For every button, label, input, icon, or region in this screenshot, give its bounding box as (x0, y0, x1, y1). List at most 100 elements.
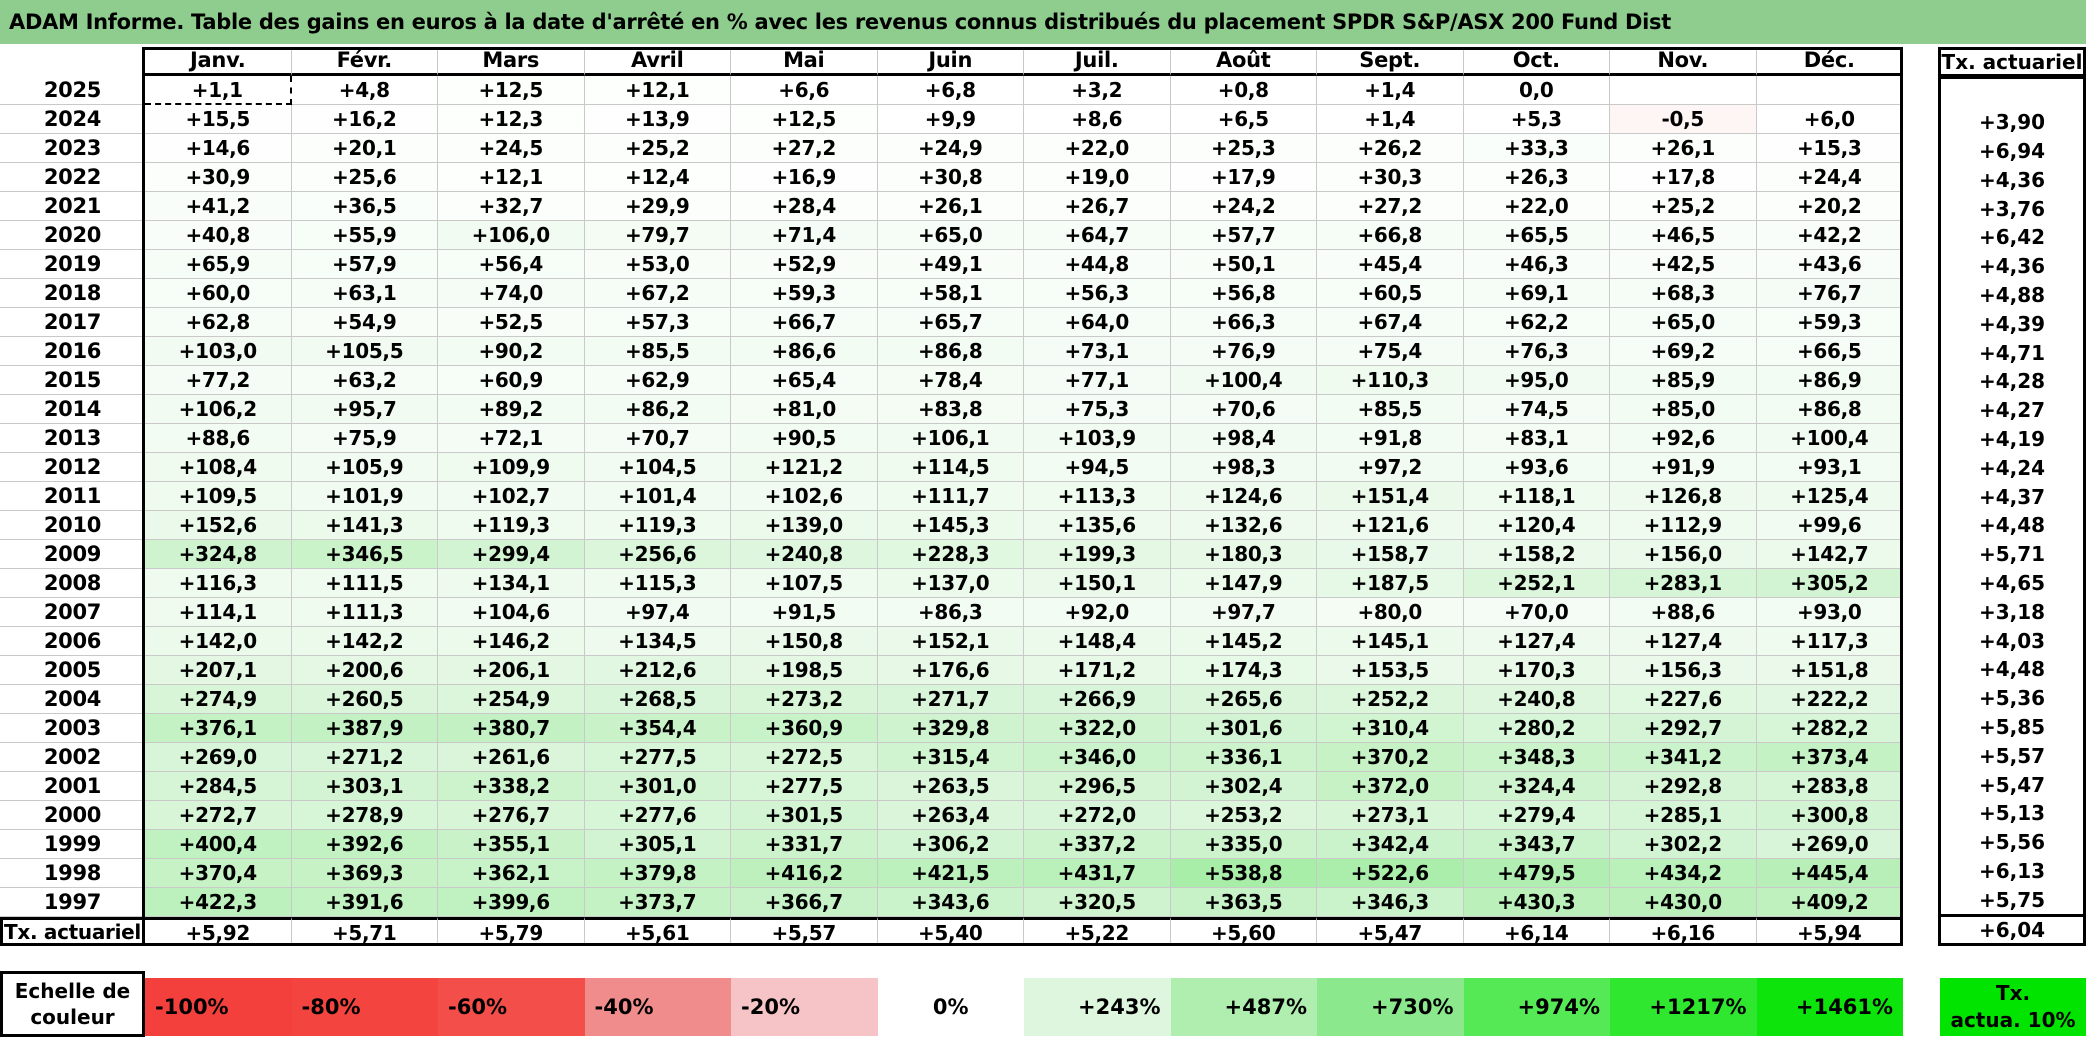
table-cell[interactable]: +346,5 (291, 540, 438, 569)
table-cell[interactable]: +331,7 (731, 830, 878, 859)
table-cell[interactable]: +12,1 (438, 163, 585, 192)
table-cell[interactable] (1756, 76, 1903, 105)
table-cell[interactable]: +362,1 (438, 859, 585, 888)
table-cell[interactable]: +102,6 (731, 482, 878, 511)
table-cell[interactable]: +148,4 (1024, 627, 1171, 656)
actuarial-rate-cell[interactable]: +4,27 (1978, 398, 2046, 423)
row-year-label[interactable]: 2021 (0, 192, 145, 221)
table-cell[interactable]: +272,5 (731, 743, 878, 772)
table-cell[interactable]: +50,1 (1170, 250, 1317, 279)
table-cell[interactable]: +62,8 (145, 308, 292, 337)
table-cell[interactable]: +305,1 (584, 830, 731, 859)
actuarial-rate-cell[interactable]: +4,65 (1978, 570, 2046, 595)
table-cell[interactable]: +119,3 (584, 511, 731, 540)
table-cell[interactable]: +198,5 (731, 656, 878, 685)
table-cell[interactable]: +33,3 (1463, 134, 1610, 163)
actuarial-rate-cell[interactable]: +5,75 (1978, 887, 2046, 912)
month-header[interactable]: Avril (584, 47, 731, 76)
row-year-label[interactable]: 2000 (0, 801, 145, 830)
row-year-label[interactable]: 2025 (0, 76, 145, 105)
table-cell[interactable]: +114,5 (877, 453, 1024, 482)
table-cell[interactable]: +15,5 (145, 105, 292, 134)
table-cell[interactable]: +14,6 (145, 134, 292, 163)
actuarial-rate-cell[interactable]: +5,47 (1978, 772, 2046, 797)
table-cell[interactable]: +343,7 (1463, 830, 1610, 859)
table-cell[interactable]: +56,4 (438, 250, 585, 279)
table-cell[interactable]: +372,0 (1317, 772, 1464, 801)
actuarial-rate-cell[interactable] (1941, 79, 2083, 108)
table-cell[interactable]: +137,0 (877, 569, 1024, 598)
table-cell[interactable]: +65,0 (1610, 308, 1757, 337)
table-cell[interactable]: +111,3 (291, 598, 438, 627)
row-year-label[interactable]: 2012 (0, 453, 145, 482)
table-cell[interactable]: +273,1 (1317, 801, 1464, 830)
table-cell[interactable]: +127,4 (1610, 627, 1757, 656)
table-cell[interactable]: +79,7 (584, 221, 731, 250)
table-cell[interactable]: +338,2 (438, 772, 585, 801)
table-cell[interactable]: +76,9 (1170, 337, 1317, 366)
table-cell[interactable]: +252,1 (1463, 569, 1610, 598)
table-cell[interactable]: +49,1 (877, 250, 1024, 279)
table-cell[interactable]: +57,9 (291, 250, 438, 279)
table-cell[interactable]: +240,8 (731, 540, 878, 569)
month-header[interactable]: Oct. (1463, 47, 1610, 76)
table-cell[interactable]: +145,3 (877, 511, 1024, 540)
table-cell[interactable]: +24,5 (438, 134, 585, 163)
table-cell[interactable]: +6,0 (1756, 105, 1903, 134)
row-year-label[interactable]: 2013 (0, 424, 145, 453)
table-cell[interactable]: +369,3 (291, 859, 438, 888)
table-cell[interactable]: +70,7 (584, 424, 731, 453)
table-cell[interactable]: +53,0 (584, 250, 731, 279)
table-cell[interactable]: +108,4 (145, 453, 292, 482)
row-year-label[interactable]: 2008 (0, 569, 145, 598)
table-cell[interactable]: +152,1 (877, 627, 1024, 656)
footer-actuarial-cell[interactable]: +6,16 (1610, 917, 1757, 946)
table-cell[interactable]: +24,2 (1170, 192, 1317, 221)
table-cell[interactable]: +12,4 (584, 163, 731, 192)
actuarial-rate-cell[interactable]: +4,28 (1978, 369, 2046, 394)
actuarial-rate-cell[interactable]: +5,56 (1978, 830, 2046, 855)
table-cell[interactable]: +280,2 (1463, 714, 1610, 743)
table-cell[interactable]: +59,3 (731, 279, 878, 308)
table-cell[interactable]: +65,9 (145, 250, 292, 279)
table-cell[interactable]: +156,3 (1610, 656, 1757, 685)
table-cell[interactable]: +260,5 (291, 685, 438, 714)
table-cell[interactable]: +101,4 (584, 482, 731, 511)
table-cell[interactable]: +346,3 (1317, 888, 1464, 917)
table-cell[interactable]: +94,5 (1024, 453, 1171, 482)
actuarial-rate-cell[interactable]: +4,88 (1978, 282, 2046, 307)
table-cell[interactable]: +322,0 (1024, 714, 1171, 743)
table-cell[interactable]: +111,7 (877, 482, 1024, 511)
table-cell[interactable]: +263,5 (877, 772, 1024, 801)
table-cell[interactable]: +91,9 (1610, 453, 1757, 482)
table-cell[interactable]: +62,2 (1463, 308, 1610, 337)
table-cell[interactable]: +58,1 (877, 279, 1024, 308)
table-cell[interactable]: +292,8 (1610, 772, 1757, 801)
table-cell[interactable]: +24,9 (877, 134, 1024, 163)
table-cell[interactable]: +91,5 (731, 598, 878, 627)
table-cell[interactable]: +302,2 (1610, 830, 1757, 859)
table-cell[interactable]: +15,3 (1756, 134, 1903, 163)
actuarial-rate-cell[interactable]: +5,85 (1978, 714, 2046, 739)
table-cell[interactable]: +30,9 (145, 163, 292, 192)
footer-actuarial-cell[interactable]: +5,47 (1317, 917, 1464, 946)
table-cell[interactable]: +95,7 (291, 395, 438, 424)
table-cell[interactable]: +400,4 (145, 830, 292, 859)
table-cell[interactable]: +430,0 (1610, 888, 1757, 917)
row-year-label[interactable]: 2020 (0, 221, 145, 250)
table-cell[interactable]: +152,6 (145, 511, 292, 540)
table-cell[interactable]: +60,5 (1317, 279, 1464, 308)
table-cell[interactable]: +266,9 (1024, 685, 1171, 714)
table-cell[interactable]: +153,5 (1317, 656, 1464, 685)
table-cell[interactable]: +102,7 (438, 482, 585, 511)
table-cell[interactable]: +207,1 (145, 656, 292, 685)
table-cell[interactable]: +109,5 (145, 482, 292, 511)
table-cell[interactable]: +105,5 (291, 337, 438, 366)
table-cell[interactable]: +277,5 (584, 743, 731, 772)
table-cell[interactable]: +125,4 (1756, 482, 1903, 511)
table-cell[interactable]: +25,2 (584, 134, 731, 163)
table-cell[interactable]: +86,3 (877, 598, 1024, 627)
table-cell[interactable]: +538,8 (1170, 859, 1317, 888)
table-cell[interactable]: +348,3 (1463, 743, 1610, 772)
row-year-label[interactable]: 2001 (0, 772, 145, 801)
